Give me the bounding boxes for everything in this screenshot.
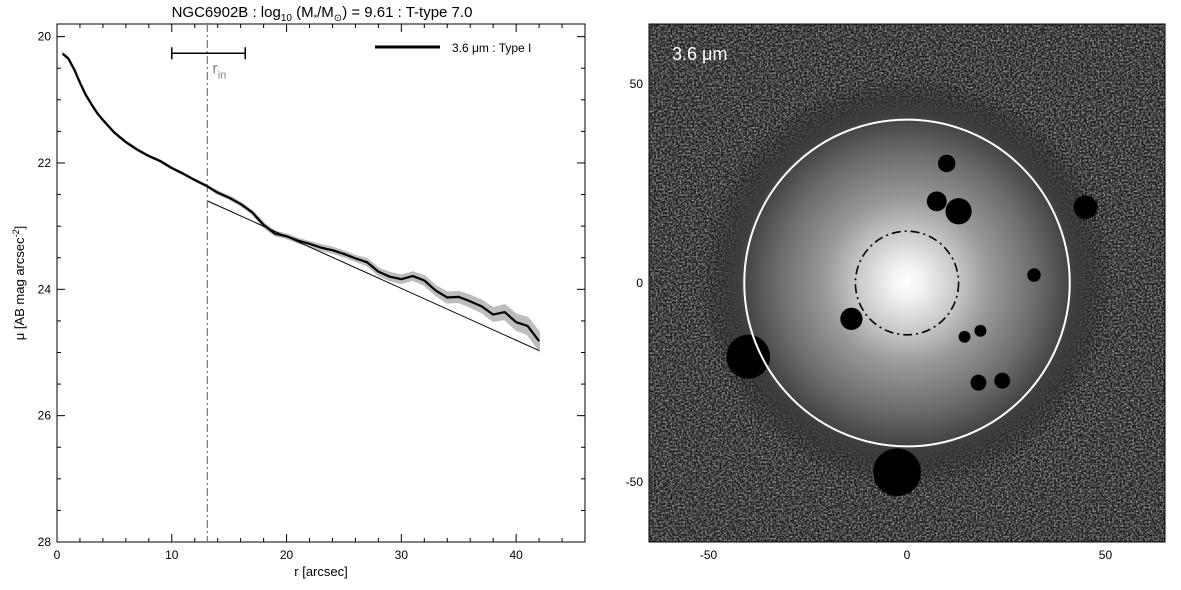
y-axis-label: μ [AB mag arcsec-2] [11, 226, 27, 341]
y-tick-label: 20 [38, 30, 52, 44]
x-tick-label: 30 [395, 548, 409, 562]
profile-line [62, 52, 540, 342]
y-tick-label: 28 [38, 535, 52, 549]
image-x-tick-label: 0 [904, 548, 911, 562]
image-x-tick-label: 50 [1099, 548, 1113, 562]
axis-ticks: 0 10 20 30 40 20 22 24 26 28 [38, 24, 586, 562]
plot-marks: rin [61, 24, 541, 542]
image-y-tick-label: 50 [630, 77, 644, 91]
image-panel: 3.6 μm -50 0 50 -50 0 50 [626, 23, 1166, 562]
r-in-label: rin [212, 60, 226, 81]
image-frame [648, 23, 1166, 543]
profile-chart: NGC6902B : log10 (M*/M⊙) = 9.61 : T-type… [11, 4, 586, 579]
y-label-sup: -2 [11, 229, 21, 237]
title-sun-sub: ⊙ [334, 13, 342, 24]
star-mask [726, 334, 771, 379]
legend-label: 3.6 μm : Type I [452, 41, 531, 55]
x-axis-label: r [arcsec] [294, 564, 347, 579]
x-tick-label: 10 [165, 548, 179, 562]
star-mask [873, 448, 921, 497]
image-band-label: 3.6 μm [672, 44, 727, 64]
star-mask [1027, 268, 1041, 282]
title-slash: /M [317, 4, 334, 21]
y-tick-label: 22 [38, 156, 52, 170]
inner-break-ellipse [854, 230, 960, 336]
x-tick-label: 20 [280, 548, 294, 562]
outer-isophote-ellipse [743, 118, 1071, 448]
y-tick-label: 24 [38, 282, 52, 296]
fit-line [207, 200, 540, 352]
y-label-text: μ [AB mag arcsec [12, 237, 27, 340]
star-mask [945, 198, 972, 225]
image-axis-ticks: -50 0 50 -50 0 50 [626, 77, 1113, 562]
star-mask [974, 324, 987, 337]
title-log-base: 10 [281, 13, 293, 24]
star-mask [937, 154, 956, 173]
y-label-close: ] [12, 226, 27, 230]
title-mid: (M [292, 4, 314, 21]
r-in-label-main: r [212, 60, 218, 77]
x-tick-label: 40 [509, 548, 523, 562]
title-star-sub: * [314, 13, 318, 23]
error-band [61, 50, 541, 354]
plot-frame [56, 23, 586, 543]
r-in-label-sub: in [218, 69, 227, 81]
galaxy-glow [702, 77, 1112, 487]
chart-title: NGC6902B : log10 (M*/M⊙) = 9.61 : T-type… [172, 4, 473, 24]
image-marks [726, 118, 1098, 497]
star-mask [994, 372, 1011, 389]
star-mask [958, 330, 971, 343]
y-tick-label: 26 [38, 409, 52, 423]
x-tick-label: 0 [54, 548, 61, 562]
star-mask [840, 307, 863, 331]
image-y-tick-label: 0 [636, 276, 643, 290]
title-suffix: ) = 9.61 : T-type 7.0 [342, 4, 472, 21]
legend: 3.6 μm : Type I [375, 41, 531, 55]
star-mask [1073, 195, 1098, 220]
star-mask [970, 374, 987, 391]
image-y-tick-label: -50 [626, 475, 644, 489]
image-x-tick-label: -50 [700, 548, 718, 562]
title-prefix: NGC6902B : log [172, 4, 281, 21]
star-mask [926, 191, 947, 212]
